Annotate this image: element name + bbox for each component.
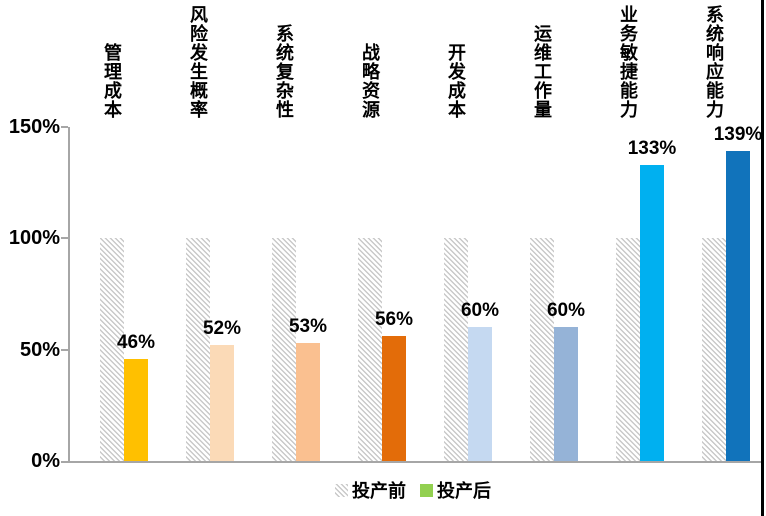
legend-item-before: 投产前 xyxy=(335,477,406,503)
bar-after-1 xyxy=(210,345,234,461)
bar-before-6 xyxy=(616,238,640,461)
category-label-7: 系统响应能力 xyxy=(704,5,724,119)
legend-swatch-hatched-icon xyxy=(335,483,348,497)
bar-before-1 xyxy=(186,238,210,461)
category-label-6: 业务敏捷能力 xyxy=(618,5,638,119)
value-label-2: 53% xyxy=(288,316,328,337)
bar-after-7 xyxy=(726,151,750,461)
category-label-3: 战略资源 xyxy=(360,43,380,119)
y-axis-tick-mark xyxy=(61,237,68,239)
bar-before-0 xyxy=(100,238,124,461)
legend-label-before: 投产前 xyxy=(352,481,406,501)
category-label-5: 运维工作量 xyxy=(532,24,552,119)
bar-before-4 xyxy=(444,238,468,461)
value-label-0: 46% xyxy=(116,332,156,353)
value-label-5: 60% xyxy=(546,300,586,321)
bar-after-5 xyxy=(554,327,578,461)
y-axis-line xyxy=(68,127,70,462)
value-label-3: 56% xyxy=(374,309,414,330)
bar-before-2 xyxy=(272,238,296,461)
y-axis-tick-mark xyxy=(61,126,68,128)
bar-after-3 xyxy=(382,336,406,461)
legend-swatch-green-icon xyxy=(420,483,433,497)
legend-item-after: 投产后 xyxy=(420,477,491,503)
y-axis-tick-label: 0% xyxy=(31,450,60,472)
y-axis-tick-mark xyxy=(61,461,68,463)
bar-before-7 xyxy=(702,238,726,461)
x-axis-line xyxy=(68,461,761,463)
plot-area: 46% 52% 53% 56% 60% 60% 133% 139% xyxy=(69,124,762,461)
image-right-border xyxy=(761,0,764,516)
y-axis-tick-label: 50% xyxy=(19,339,60,361)
y-axis-tick-mark xyxy=(61,349,68,351)
category-label-0: 管理成本 xyxy=(102,43,122,119)
bar-before-5 xyxy=(530,238,554,461)
value-label-7: 139% xyxy=(713,124,763,145)
bar-after-6 xyxy=(640,165,664,461)
category-labels: 管理成本 风险发生概率 系统复杂性 战略资源 开发成本 运维工作量 业务敏捷能力 系统响应能力 xyxy=(0,0,766,119)
value-label-1: 52% xyxy=(202,318,242,339)
category-label-4: 开发成本 xyxy=(446,43,466,119)
legend-label-after: 投产后 xyxy=(437,481,491,501)
y-axis-tick-label: 100% xyxy=(8,227,60,249)
category-label-2: 系统复杂性 xyxy=(274,24,294,119)
y-axis-tick-label: 150% xyxy=(8,116,60,138)
value-label-4: 60% xyxy=(460,300,500,321)
bar-before-3 xyxy=(358,238,382,461)
value-label-6: 133% xyxy=(627,138,677,159)
bar-after-2 xyxy=(296,343,320,461)
legend: 投产前 投产后 xyxy=(30,476,766,504)
bar-after-4 xyxy=(468,327,492,461)
category-label-1: 风险发生概率 xyxy=(188,5,208,119)
bar-after-0 xyxy=(124,359,148,461)
